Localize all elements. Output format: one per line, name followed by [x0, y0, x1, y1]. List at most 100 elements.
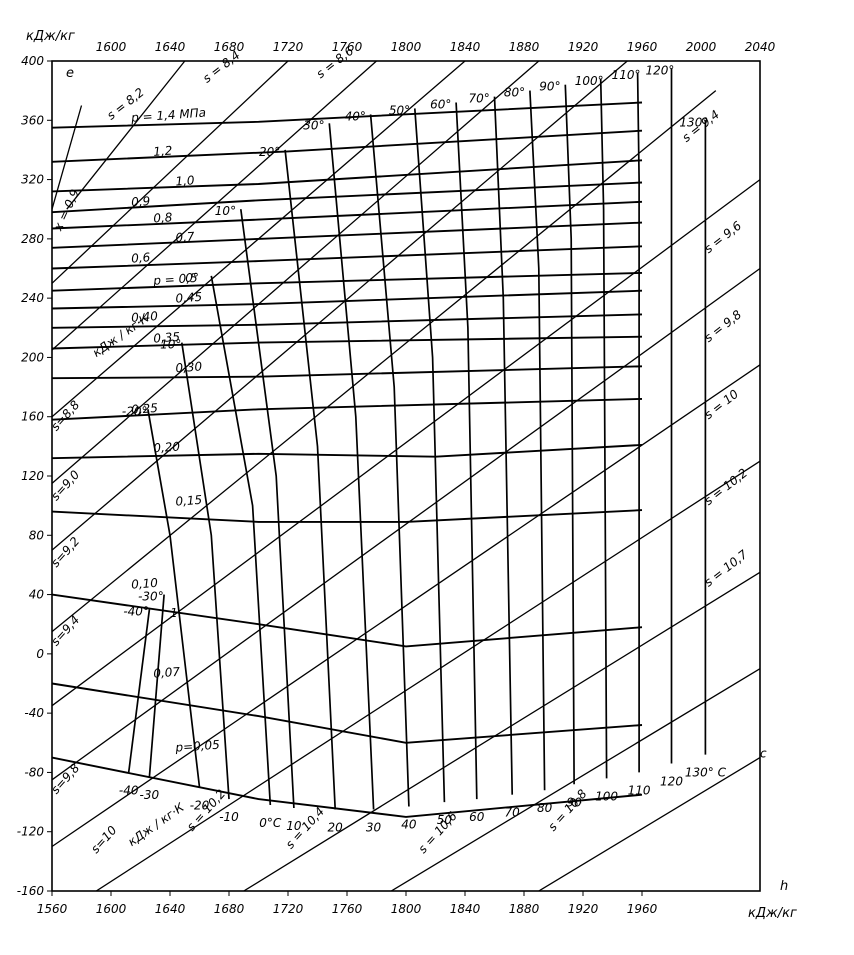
temperature-top-label: -20° — [122, 404, 148, 418]
pressure-label: 0,35 — [153, 330, 181, 346]
temperature-top-label: 110° — [612, 68, 641, 82]
temperature-label: 90 — [567, 795, 583, 809]
pressure-label: 0,10 — [131, 576, 159, 592]
temperature-top-label: 20° — [259, 145, 280, 159]
temperature-line — [493, 96, 514, 795]
temperature-label: 50 — [437, 813, 453, 827]
temperature-label: 60 — [469, 810, 485, 824]
temperature-line — [127, 609, 151, 773]
temperature-line — [210, 275, 272, 806]
top-tick-label: 1640 — [155, 40, 186, 54]
y-tick-label: 200 — [21, 350, 44, 364]
pressure-line — [51, 200, 643, 230]
temperature-label: 120 — [660, 775, 683, 789]
temperature-top-label: 0° — [185, 271, 199, 285]
temperature-label: 110 — [628, 783, 651, 797]
pressure-label: 1,2 — [153, 144, 173, 159]
c-label: c — [760, 747, 767, 761]
temperature-top-label: 10° — [215, 204, 236, 218]
note-label: 1 — [170, 606, 178, 620]
pressure-line — [51, 593, 643, 648]
top-tick-label: 1840 — [450, 40, 481, 54]
temperature-label: 0°C — [259, 816, 282, 830]
temperature-lines — [127, 68, 707, 810]
pressure-line — [51, 682, 643, 744]
temperature-line — [599, 78, 608, 779]
pressure-label: 1,0 — [175, 173, 195, 188]
entropy-line — [95, 460, 761, 892]
pressure-label: p = 0,5 — [152, 271, 198, 288]
pressure-label: 0,25 — [131, 401, 159, 417]
temperature-line — [148, 594, 165, 777]
temperature-top-label: 30° — [303, 118, 324, 132]
temperature-line — [455, 102, 478, 800]
temperature-line — [239, 209, 295, 809]
y-tick-label: 0 — [36, 647, 44, 661]
temperature-label: -20 — [190, 798, 210, 812]
pressure-line — [51, 365, 643, 380]
y-tick-label: 280 — [21, 232, 44, 246]
bottom-tick-label: 1600 — [96, 902, 127, 916]
temperature-line — [564, 84, 575, 785]
temperature-top-label: 70° — [469, 92, 490, 106]
temperature-top-label: 130° — [679, 115, 708, 129]
entropy-line — [66, 60, 186, 210]
top-tick-labels: 1600 1640 1680 1720 1760 1800 1840 1880 1920 1960… — [96, 40, 776, 54]
pressure-label: 0,6 — [131, 250, 151, 265]
temperature-label: 80 — [537, 801, 553, 815]
entropy-line — [51, 267, 761, 781]
temperature-line — [180, 342, 230, 800]
temperature-top-label: 50° — [389, 103, 410, 117]
temperature-line — [147, 409, 201, 788]
chart-grid — [47, 60, 643, 896]
pressure-label: 0,20 — [153, 439, 181, 455]
entropy-line — [243, 571, 761, 892]
entropy-unit-label: кДж / кг·К — [90, 311, 152, 360]
temperature-top-label: 100° — [575, 74, 604, 88]
bottom-tick-label: 1840 — [450, 902, 481, 916]
temperature-top-label: 90° — [539, 80, 560, 94]
top-tick-label: 2040 — [745, 40, 776, 54]
pressure-label: 0,30 — [175, 359, 203, 375]
y-axis-unit: кДж/кг — [26, 29, 75, 44]
pressure-label: 0,8 — [153, 210, 173, 225]
pressure-label: 0,7 — [175, 229, 195, 244]
top-tick-label: 1720 — [273, 40, 304, 54]
temperature-label: -30 — [140, 788, 160, 802]
entropy-line — [538, 757, 761, 892]
temperature-label: 70 — [505, 806, 521, 820]
top-tick-label: 1680 — [214, 40, 245, 54]
top-tick-label: 1600 — [96, 40, 127, 54]
bottom-tick-label: 1640 — [155, 902, 186, 916]
temperature-top-label: -10° — [156, 338, 182, 352]
bottom-tick-label: 1960 — [627, 902, 658, 916]
bottom-tick-label: 1800 — [391, 902, 422, 916]
entropy-label: s=9,0 — [48, 467, 82, 503]
entropy-line — [51, 60, 377, 351]
top-tick-label: 2000 — [686, 40, 717, 54]
pressure-label: 0,15 — [175, 493, 203, 509]
temperature-top-label: 80° — [504, 86, 525, 100]
temperature-top-label: 120° — [646, 63, 675, 77]
temperature-label: 10 — [286, 819, 302, 833]
temperature-line — [636, 72, 640, 773]
top-tick-label: 1880 — [509, 40, 540, 54]
y-tick-label: -160 — [17, 884, 45, 898]
pressure-line — [51, 181, 643, 214]
entropy-label: s = 9,8 — [702, 307, 745, 345]
entropy-line — [390, 668, 761, 892]
top-tick-label: 1960 — [627, 40, 658, 54]
temperature-line — [369, 114, 410, 807]
temperature-label: -10 — [219, 810, 239, 824]
entropy-line — [51, 60, 628, 551]
y-tick-label: -120 — [17, 825, 45, 839]
temperature-line — [284, 149, 337, 810]
pressure-line — [51, 509, 643, 523]
curve-labels: p = 1,4 МПа 1,21,0 0,90,80,7 0,6p = 0,5 0,45… — [48, 43, 767, 856]
temperature-label: 130° C — [685, 766, 727, 780]
temperature-line — [529, 90, 546, 791]
bottom-tick-label: 1680 — [214, 902, 245, 916]
pressure-line — [51, 313, 643, 329]
temperature-top-label: 40° — [345, 109, 366, 123]
y-tick-label: -80 — [24, 765, 44, 779]
